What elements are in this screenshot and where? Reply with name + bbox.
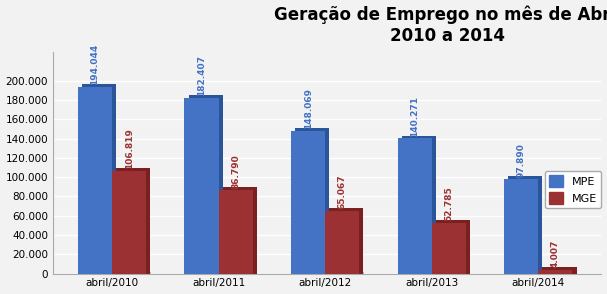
Text: 4.007: 4.007 [551,240,560,268]
Polygon shape [308,273,347,274]
Bar [538,270,572,274]
Bar [432,223,466,274]
Bar [543,267,577,274]
Bar [219,190,253,274]
Bar [330,208,364,274]
Text: 65.067: 65.067 [337,175,347,209]
Bar [78,87,112,274]
Text: 52.785: 52.785 [444,186,453,221]
Bar [117,168,151,274]
Bar [82,84,117,274]
Bar [504,179,538,274]
Text: 97.890: 97.890 [517,143,526,178]
Bar [402,136,436,274]
Bar [325,211,359,274]
Bar [291,131,325,274]
Bar [295,128,330,274]
Polygon shape [555,273,577,274]
Bar [112,171,146,274]
Text: 194.044: 194.044 [90,44,100,85]
Polygon shape [521,273,560,274]
Polygon shape [415,273,453,274]
Text: 140.271: 140.271 [410,96,419,137]
Polygon shape [202,273,240,274]
Polygon shape [236,273,257,274]
Text: 182.407: 182.407 [197,55,206,96]
Polygon shape [95,273,134,274]
Bar [436,220,470,274]
Polygon shape [129,273,151,274]
Legend: MPE, MGE: MPE, MGE [545,171,602,208]
Bar [508,176,543,274]
Text: 106.819: 106.819 [124,128,134,169]
Polygon shape [449,273,470,274]
Bar [185,98,219,274]
Bar [189,95,223,274]
Text: 86.790: 86.790 [231,154,240,188]
Polygon shape [342,273,364,274]
Text: 148.069: 148.069 [304,88,313,129]
Title: Geração de Emprego no mês de Abril
2010 a 2014: Geração de Emprego no mês de Abril 2010 … [274,6,607,45]
Bar [398,138,432,274]
Bar [223,187,257,274]
